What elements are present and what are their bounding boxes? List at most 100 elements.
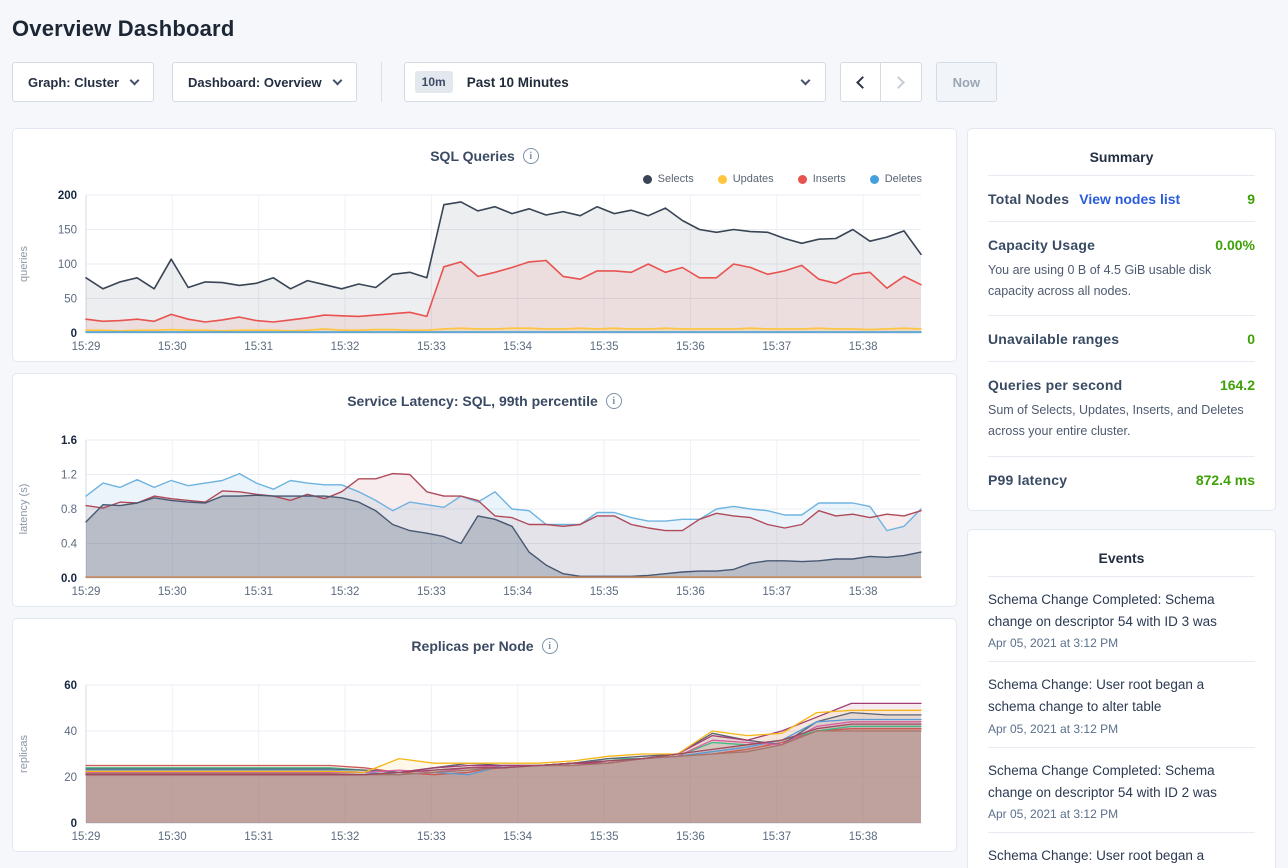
event-timestamp: Apr 05, 2021 at 3:12 PM — [988, 807, 1119, 822]
svg-text:15:29: 15:29 — [72, 341, 101, 353]
sql-queries-header: SQL Queries i — [13, 129, 956, 175]
svg-text:15:30: 15:30 — [158, 341, 187, 353]
event-item[interactable]: Schema Change Completed: Schema change o… — [988, 746, 1255, 833]
toolbar-divider — [380, 62, 382, 102]
event-item[interactable]: Schema Change: User root began a schema … — [988, 832, 1255, 868]
time-range-picker[interactable]: 10m Past 10 Minutes — [403, 62, 826, 102]
svg-text:15:29: 15:29 — [72, 831, 101, 843]
info-icon[interactable]: i — [605, 393, 622, 409]
svg-text:0.0: 0.0 — [61, 573, 77, 585]
svg-text:0: 0 — [71, 818, 77, 830]
graph-dropdown[interactable]: Graph: Cluster — [12, 62, 155, 102]
time-range-label: Past 10 Minutes — [466, 74, 569, 90]
legend-item-updates[interactable]: Updates — [717, 173, 774, 185]
chevron-down-icon — [800, 75, 811, 85]
svg-text:200: 200 — [58, 190, 77, 202]
queries-per-second-description: Sum of Selects, Updates, Inserts, and De… — [988, 403, 1244, 438]
summary-row-unavailable-ranges: Unavailable ranges 0 — [988, 315, 1255, 361]
chevron-left-icon — [855, 75, 869, 89]
chevron-right-icon — [892, 75, 906, 89]
charts-column: SQL Queries i Selects Updates Inserts — [12, 128, 957, 863]
sql-queries-chart[interactable]: 0 50 100 150 200 15:29 15:30 15:31 15:32 15:33 15:… — [13, 175, 956, 361]
svg-text:15:38: 15:38 — [849, 586, 878, 598]
now-button[interactable]: Now — [935, 62, 998, 102]
event-timestamp: Apr 05, 2021 at 3:12 PM — [988, 721, 1119, 736]
total-nodes-value: 9 — [1247, 191, 1255, 207]
sql-queries-panel: SQL Queries i Selects Updates Inserts — [12, 128, 957, 362]
svg-text:15:34: 15:34 — [503, 586, 532, 598]
events-title: Events — [1098, 549, 1145, 566]
legend-dot — [717, 174, 727, 184]
service-latency-chart[interactable]: 0.0 0.4 0.8 1.2 1.6 15:29 15:30 15:31 15:32 15:33… — [13, 420, 956, 606]
svg-text:15:32: 15:32 — [331, 586, 360, 598]
event-item[interactable]: Schema Change: User root began a schema … — [988, 661, 1255, 747]
info-icon[interactable]: i — [541, 638, 558, 654]
svg-text:15:33: 15:33 — [417, 341, 446, 353]
svg-text:15:36: 15:36 — [676, 586, 705, 598]
svg-text:15:30: 15:30 — [158, 831, 187, 843]
event-timestamp: Apr 05, 2021 at 3:12 PM — [988, 636, 1119, 651]
svg-text:15:37: 15:37 — [762, 831, 791, 843]
p99-latency-label: P99 latency — [988, 471, 1068, 488]
view-nodes-list-link[interactable]: View nodes list — [1079, 191, 1181, 207]
svg-text:15:35: 15:35 — [590, 831, 619, 843]
summary-row-queries-per-second: Queries per second 164.2 Sum of Selects,… — [988, 361, 1255, 455]
svg-text:15:31: 15:31 — [244, 341, 273, 353]
page-title: Overview Dashboard — [12, 16, 235, 41]
svg-text:15:32: 15:32 — [331, 341, 360, 353]
replicas-per-node-chart[interactable]: 0 20 40 60 15:29 15:30 15:31 15:32 15:33 15:34 15:… — [13, 665, 956, 851]
svg-text:15:38: 15:38 — [849, 341, 878, 353]
legend-item-selects[interactable]: Selects — [642, 173, 694, 185]
summary-row-total-nodes: Total Nodes View nodes list 9 — [988, 175, 1255, 221]
sidebar-column: Summary Total Nodes View nodes list 9 Ca… — [967, 128, 1276, 868]
unavailable-ranges-value: 0 — [1247, 331, 1255, 348]
legend-label: Deletes — [884, 173, 922, 185]
svg-text:15:30: 15:30 — [158, 586, 187, 598]
event-text: Schema Change: User root began a schema … — [988, 848, 1205, 864]
svg-text:15:32: 15:32 — [331, 831, 360, 843]
svg-text:15:34: 15:34 — [503, 831, 532, 843]
svg-text:replicas: replicas — [18, 735, 30, 773]
capacity-usage-label: Capacity Usage — [988, 237, 1096, 253]
service-latency-title: Service Latency: SQL, 99th percentile — [347, 393, 598, 409]
svg-text:100: 100 — [58, 259, 77, 271]
replicas-per-node-header: Replicas per Node i — [13, 619, 956, 665]
summary-row-capacity-usage: Capacity Usage 0.00% You are using 0 B o… — [988, 221, 1255, 315]
svg-text:15:29: 15:29 — [72, 586, 101, 598]
queries-per-second-value: 164.2 — [1219, 377, 1255, 394]
queries-per-second-label: Queries per second — [988, 377, 1123, 394]
chevron-down-icon — [332, 75, 343, 85]
replicas-per-node-title: Replicas per Node — [411, 638, 534, 654]
service-latency-panel: Service Latency: SQL, 99th percentile i … — [12, 373, 957, 607]
legend-label: Updates — [732, 173, 774, 185]
legend-dot — [869, 174, 879, 184]
time-prev-button[interactable] — [839, 62, 881, 102]
graph-dropdown-label: Graph: Cluster — [28, 74, 120, 90]
svg-text:15:36: 15:36 — [676, 831, 705, 843]
svg-text:15:31: 15:31 — [244, 831, 273, 843]
svg-text:0.8: 0.8 — [61, 504, 77, 516]
capacity-usage-value: 0.00% — [1215, 237, 1255, 253]
svg-text:15:34: 15:34 — [503, 341, 532, 353]
svg-text:15:31: 15:31 — [244, 586, 273, 598]
dashboard-dropdown-label: Dashboard: Overview — [188, 74, 322, 90]
event-item[interactable]: Schema Change Completed: Schema change o… — [988, 575, 1255, 662]
total-nodes-label: Total Nodes — [988, 191, 1070, 207]
svg-text:0: 0 — [71, 328, 77, 340]
event-text: Schema Change Completed: Schema change o… — [988, 591, 1217, 629]
legend-item-inserts[interactable]: Inserts — [797, 173, 846, 185]
svg-text:150: 150 — [58, 225, 77, 237]
time-next-button[interactable] — [880, 62, 922, 102]
replicas-per-node-panel: Replicas per Node i 0 20 40 60 15:29 15:30 15:… — [12, 618, 957, 852]
legend-dot — [642, 174, 652, 184]
svg-text:50: 50 — [64, 294, 77, 306]
info-icon[interactable]: i — [522, 148, 539, 164]
sql-queries-legend: Selects Updates Inserts Deletes — [642, 173, 922, 185]
unavailable-ranges-label: Unavailable ranges — [988, 331, 1120, 348]
service-latency-header: Service Latency: SQL, 99th percentile i — [13, 374, 956, 420]
dashboard-dropdown[interactable]: Dashboard: Overview — [172, 62, 357, 102]
time-nav-group — [839, 62, 922, 102]
svg-text:15:38: 15:38 — [849, 831, 878, 843]
legend-item-deletes[interactable]: Deletes — [869, 173, 922, 185]
svg-text:40: 40 — [64, 726, 77, 738]
